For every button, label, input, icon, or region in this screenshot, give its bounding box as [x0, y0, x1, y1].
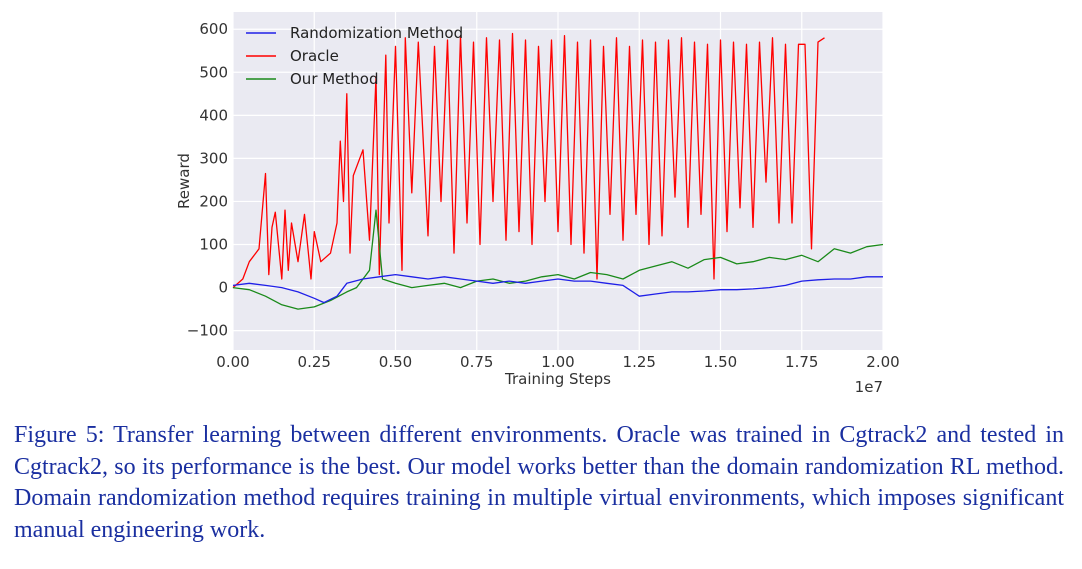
series-line-randomization-method	[232, 273, 883, 304]
legend: Randomization Method Oracle Our Method	[246, 24, 463, 88]
y-tick-label: 300	[199, 149, 228, 167]
x-tick-label: 2.00	[866, 353, 899, 371]
y-tick-label: 0	[218, 279, 228, 297]
x-tick-label: 1.00	[541, 353, 574, 371]
x-tick-label: 0.75	[460, 353, 493, 371]
legend-label: Our Method	[290, 70, 379, 88]
y-tick-label: 100	[199, 236, 228, 254]
x-axis-title: Training Steps	[504, 370, 611, 388]
y-tick-label: 200	[199, 192, 228, 210]
axis-ticks: 0.00 0.25 0.50 0.75 1.00 1.25 1.50 1.75 2.00 −100…	[187, 20, 900, 371]
y-tick-label: 500	[199, 63, 228, 81]
series-line-oracle	[232, 32, 825, 289]
series-line-our-method	[232, 209, 884, 310]
x-offset-label: 1e7	[855, 378, 883, 396]
figure-caption: Figure 5: Transfer learning between diff…	[14, 422, 1064, 543]
legend-label: Randomization Method	[290, 24, 463, 42]
legend-label: Oracle	[290, 47, 339, 65]
x-tick-label: 1.50	[704, 353, 737, 371]
x-tick-label: 1.25	[623, 353, 656, 371]
y-tick-label: −100	[187, 322, 228, 340]
x-tick-label: 0.25	[298, 353, 331, 371]
x-tick-label: 0.50	[379, 353, 412, 371]
y-tick-label: 600	[199, 20, 228, 38]
y-tick-label: 400	[199, 106, 228, 124]
y-axis-title: Reward	[175, 153, 193, 209]
series-lines	[232, 32, 884, 310]
line-chart: 0.00 0.25 0.50 0.75 1.00 1.25 1.50 1.75 2.00 −100…	[175, 12, 900, 396]
x-tick-label: 0.00	[216, 353, 249, 371]
x-tick-label: 1.75	[785, 353, 818, 371]
